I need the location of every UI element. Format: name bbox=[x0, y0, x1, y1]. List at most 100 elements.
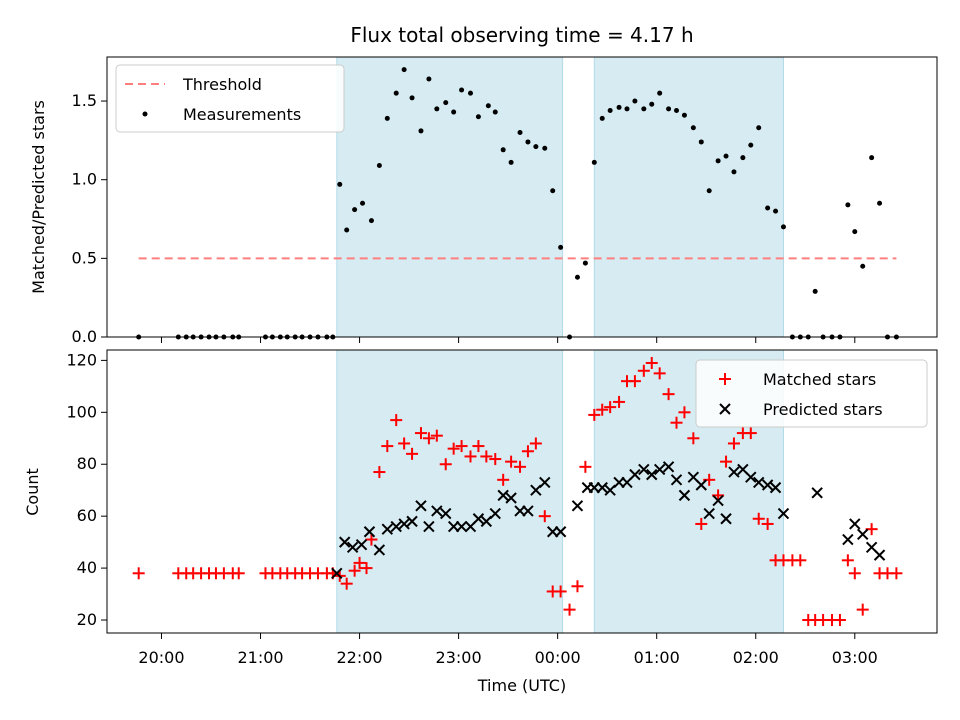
predicted-star-point bbox=[604, 484, 616, 496]
measurement-point bbox=[451, 109, 457, 115]
matched-star-point bbox=[841, 554, 854, 567]
predicted-star-point bbox=[646, 468, 658, 481]
top-shaded-interval-2 bbox=[593, 56, 784, 338]
predicted-star-point bbox=[849, 518, 861, 530]
top-shaded-intervals bbox=[336, 56, 784, 338]
measurement-point bbox=[599, 115, 605, 121]
predicted-star-point bbox=[720, 513, 732, 525]
bottom-shaded-interval-1 bbox=[336, 349, 564, 634]
bottom-y-tick-label: 60 bbox=[77, 506, 97, 525]
measurement-point bbox=[706, 188, 712, 194]
top-measurement-points bbox=[136, 67, 899, 340]
predicted-star-point bbox=[472, 513, 485, 525]
legend-matched-swatch bbox=[719, 373, 731, 385]
measurement-point bbox=[681, 112, 687, 118]
matched-star-point bbox=[865, 523, 878, 536]
matched-star-point bbox=[422, 432, 435, 445]
measurement-point bbox=[748, 142, 754, 148]
matched-star-point bbox=[398, 437, 411, 450]
measurement-point bbox=[360, 200, 366, 206]
matched-star-point bbox=[348, 564, 361, 577]
matched-star-point bbox=[365, 533, 378, 546]
matched-star-point bbox=[744, 427, 757, 440]
matched-star-point bbox=[406, 447, 419, 460]
measurement-point bbox=[860, 263, 866, 269]
predicted-star-point bbox=[678, 489, 691, 502]
matched-star-point bbox=[505, 455, 518, 468]
x-tick-label: 00:00 bbox=[535, 648, 581, 667]
predicted-star-point bbox=[423, 520, 435, 533]
predicted-star-point bbox=[415, 500, 427, 512]
measurement-point bbox=[517, 130, 523, 136]
matched-star-point bbox=[752, 512, 765, 525]
measurement-point bbox=[616, 104, 622, 110]
matched-star-point bbox=[588, 408, 601, 421]
matched-star-point bbox=[514, 460, 527, 473]
measurement-point bbox=[715, 158, 721, 164]
bottom-legend-box bbox=[695, 359, 928, 428]
bottom-y-tick-label: 20 bbox=[77, 610, 97, 629]
legend-threshold-label: Threshold bbox=[182, 75, 262, 94]
predicted-star-point bbox=[873, 549, 886, 561]
measurement-point bbox=[533, 144, 539, 150]
matched-star-point bbox=[455, 440, 468, 453]
matched-star-point bbox=[232, 567, 245, 580]
measurement-point bbox=[591, 159, 597, 165]
predicted-star-point bbox=[670, 474, 683, 486]
predicted-star-point bbox=[390, 520, 402, 533]
predicted-star-point bbox=[761, 479, 774, 491]
matched-star-point bbox=[848, 567, 861, 580]
measurement-point bbox=[649, 101, 655, 107]
predicted-star-point bbox=[596, 481, 608, 494]
measurement-point bbox=[624, 106, 630, 112]
predicted-star-point bbox=[363, 526, 376, 538]
measurement-point bbox=[632, 98, 638, 104]
measurement-point bbox=[368, 218, 374, 224]
measurement-point bbox=[812, 288, 818, 294]
measurement-point bbox=[550, 188, 556, 194]
matched-star-point bbox=[687, 432, 700, 445]
x-axis-label: Time (UTC) bbox=[477, 676, 566, 695]
bottom-y-axis-label: Count bbox=[23, 468, 42, 516]
predicted-star-point bbox=[842, 533, 854, 546]
matched-star-point bbox=[890, 567, 903, 580]
measurement-point bbox=[384, 115, 390, 121]
predicted-star-point bbox=[497, 489, 509, 502]
measurement-point bbox=[558, 244, 564, 250]
matched-star-point bbox=[563, 603, 576, 616]
measurement-point bbox=[409, 95, 415, 101]
measurement-point bbox=[698, 139, 704, 145]
x-tick-label: 01:00 bbox=[634, 648, 680, 667]
bottom-y-tick-label: 100 bbox=[66, 402, 97, 421]
measurement-point bbox=[740, 155, 746, 161]
measurement-point bbox=[674, 107, 680, 113]
matched-star-point bbox=[521, 445, 534, 458]
predicted-star-point bbox=[662, 461, 675, 473]
matched-star-point bbox=[529, 437, 542, 450]
predicted-star-point bbox=[753, 476, 765, 489]
matched-star-point bbox=[132, 567, 145, 580]
predicted-star-point bbox=[769, 481, 782, 494]
x-tick-label: 02:00 bbox=[733, 648, 779, 667]
legend-matched-label: Matched stars bbox=[763, 370, 876, 389]
measurement-point bbox=[467, 90, 473, 96]
predicted-star-point bbox=[653, 463, 666, 476]
matched-star-point bbox=[480, 450, 493, 463]
matched-star-point bbox=[430, 429, 443, 442]
matched-star-point bbox=[613, 395, 626, 408]
measurement-point bbox=[443, 100, 449, 106]
matched-star-point bbox=[579, 460, 592, 473]
top-panel: 0.0 0.5 1.0 1.5 Flux total observing time =… bbox=[29, 23, 938, 346]
measurement-point bbox=[376, 163, 382, 169]
matched-star-point bbox=[720, 455, 733, 468]
bottom-legend: Matched stars Predicted stars bbox=[695, 359, 928, 428]
matched-star-point bbox=[761, 517, 774, 530]
matched-star-point bbox=[856, 603, 869, 616]
measurement-point bbox=[869, 155, 875, 161]
matched-star-point bbox=[489, 453, 502, 466]
legend-predicted-swatch bbox=[719, 403, 731, 415]
predicted-star-point bbox=[857, 528, 869, 541]
matched-star-point bbox=[390, 414, 403, 427]
matched-star-point bbox=[414, 427, 427, 440]
